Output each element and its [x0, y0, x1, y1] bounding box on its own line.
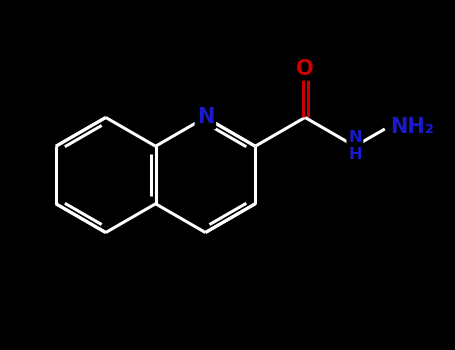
- Text: NH₂: NH₂: [390, 117, 434, 137]
- Text: N
H: N H: [348, 130, 362, 162]
- Text: O: O: [296, 58, 314, 78]
- Text: N: N: [197, 107, 214, 127]
